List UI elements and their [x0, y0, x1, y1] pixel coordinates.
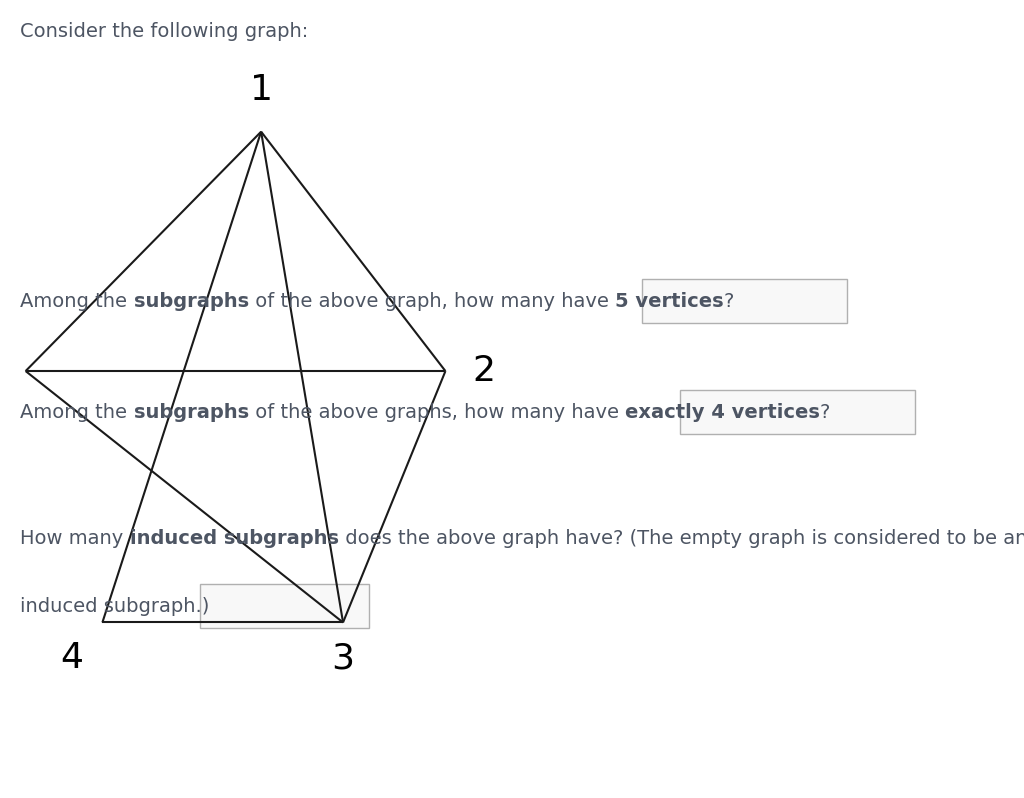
Text: 1: 1 [250, 73, 272, 107]
Text: 5 vertices: 5 vertices [615, 292, 724, 311]
Text: ?: ? [724, 292, 734, 311]
Text: induced subgraphs: induced subgraphs [130, 529, 339, 548]
Text: Among the: Among the [20, 403, 134, 422]
Text: induced subgraph.): induced subgraph.) [20, 597, 210, 616]
Text: 2: 2 [473, 354, 496, 388]
Text: does the above graph have? (The empty graph is considered to be an: does the above graph have? (The empty gr… [339, 529, 1024, 548]
FancyBboxPatch shape [642, 279, 847, 323]
Text: exactly 4 vertices: exactly 4 vertices [625, 403, 820, 422]
Text: 4: 4 [60, 642, 83, 675]
Text: ?: ? [820, 403, 830, 422]
Text: of the above graph, how many have: of the above graph, how many have [249, 292, 615, 311]
Text: 3: 3 [332, 642, 354, 675]
Text: How many: How many [20, 529, 130, 548]
Text: of the above graphs, how many have: of the above graphs, how many have [249, 403, 625, 422]
Text: subgraphs: subgraphs [134, 403, 249, 422]
FancyBboxPatch shape [680, 390, 915, 434]
FancyBboxPatch shape [200, 584, 369, 628]
Text: subgraphs: subgraphs [134, 292, 249, 311]
Text: Among the: Among the [20, 292, 134, 311]
Text: Consider the following graph:: Consider the following graph: [20, 22, 308, 41]
